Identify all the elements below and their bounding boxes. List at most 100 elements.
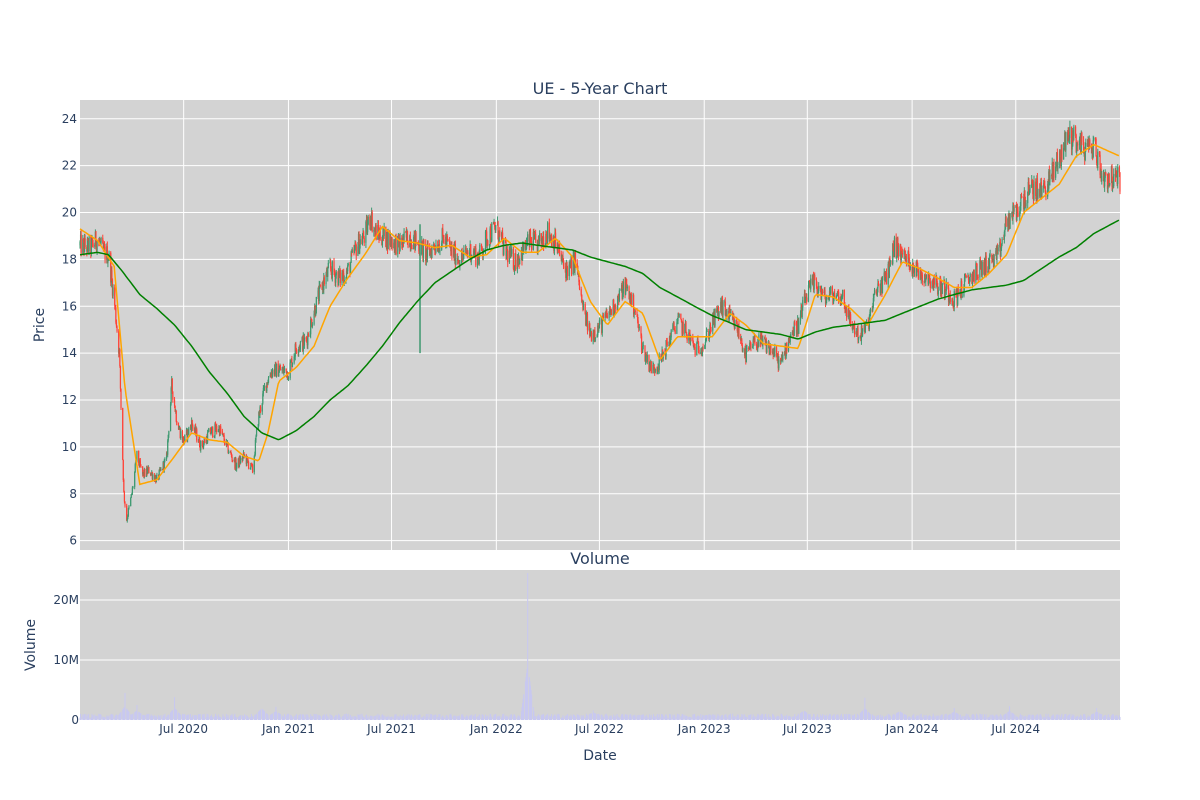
volume-bar: [757, 714, 759, 720]
candlestick-body: [925, 274, 927, 279]
volume-bar: [166, 716, 168, 720]
volume-bar: [126, 709, 128, 720]
candlestick-body: [167, 434, 169, 441]
volume-bar: [269, 715, 271, 720]
candlestick-body: [749, 342, 751, 350]
candlestick-body: [236, 465, 238, 470]
candlestick-body: [835, 296, 837, 299]
candlestick-body: [449, 240, 451, 245]
volume-bar: [756, 716, 758, 720]
candlestick-body: [630, 294, 632, 305]
volume-bar: [478, 716, 480, 720]
candlestick-body: [636, 314, 639, 321]
volume-bar: [475, 717, 477, 720]
volume-bar: [624, 715, 626, 720]
volume-bar: [556, 714, 558, 720]
volume-bar: [391, 716, 393, 720]
volume-bar: [435, 714, 437, 720]
candlestick-body: [892, 243, 894, 251]
volume-bar: [977, 715, 979, 720]
volume-bar: [418, 714, 420, 720]
volume-bar: [250, 713, 252, 720]
candlestick-body: [1040, 182, 1043, 195]
candlestick-body: [1035, 181, 1037, 196]
candlestick-body: [758, 334, 760, 347]
volume-bar: [1096, 708, 1098, 720]
volume-bar: [909, 717, 911, 720]
volume-bar: [606, 716, 608, 720]
volume-bar: [885, 715, 887, 720]
candlestick-body: [191, 420, 193, 426]
candlestick-body: [365, 221, 367, 243]
candlestick-body: [341, 272, 343, 283]
candlestick-body: [126, 505, 128, 521]
candlestick-body: [79, 241, 81, 246]
volume-bar: [199, 714, 201, 720]
volume-bar: [112, 714, 114, 720]
volume-bar: [889, 715, 891, 720]
candlestick-body: [1080, 132, 1082, 155]
volume-bar: [299, 714, 301, 720]
volume-bar: [553, 715, 555, 720]
volume-bar: [409, 716, 411, 720]
volume-bar: [1085, 717, 1087, 720]
volume-bar: [386, 717, 388, 720]
candlestick-body: [570, 258, 573, 275]
volume-bar: [453, 717, 455, 720]
volume-bar: [346, 716, 348, 720]
volume-bar: [777, 716, 779, 720]
volume-bar: [790, 716, 792, 720]
candlestick-body: [411, 248, 413, 250]
volume-bar: [896, 713, 898, 720]
candlestick-body: [1043, 183, 1045, 185]
candlestick-body: [102, 237, 104, 244]
volume-bar: [379, 717, 381, 720]
candlestick-body: [381, 239, 384, 245]
volume-bar: [1011, 712, 1013, 720]
candlestick-body: [633, 295, 635, 315]
volume-bar: [554, 714, 556, 720]
candlestick-body: [271, 369, 274, 377]
volume-bar: [856, 713, 858, 720]
volume-bar: [469, 715, 471, 720]
volume-bar: [805, 712, 807, 720]
candlestick-body: [426, 244, 429, 258]
volume-bar: [605, 713, 607, 720]
volume-bar: [833, 713, 835, 720]
volume-bar: [701, 717, 703, 720]
candlestick-body: [208, 428, 210, 432]
volume-bar: [347, 716, 349, 720]
volume-bar: [426, 716, 428, 720]
candlestick-body: [952, 303, 954, 307]
volume-bar: [916, 715, 918, 720]
volume-bar: [748, 714, 750, 720]
volume-bar: [613, 714, 615, 720]
volume-bar: [401, 715, 403, 720]
candlestick-body: [421, 241, 423, 243]
volume-bar: [781, 714, 783, 720]
candlestick-body: [547, 222, 549, 242]
candlestick-body: [850, 314, 852, 325]
candlestick-body: [433, 243, 435, 249]
candlestick-body: [825, 300, 827, 304]
volume-bar: [594, 713, 596, 720]
volume-bar: [574, 716, 576, 720]
candlestick-body: [122, 407, 124, 460]
candlestick-body: [578, 271, 580, 282]
volume-bar: [92, 715, 94, 720]
volume-bar: [805, 711, 807, 720]
volume-bar: [911, 716, 913, 720]
volume-bar: [680, 716, 682, 720]
volume-bar: [900, 712, 902, 720]
volume-bar: [394, 714, 396, 720]
volume-bar: [730, 717, 732, 720]
volume-bar: [677, 714, 679, 720]
volume-bar: [266, 714, 268, 720]
volume-bar: [547, 713, 549, 720]
volume-bar: [668, 713, 670, 720]
volume-bar: [119, 713, 121, 720]
volume-bar: [277, 712, 279, 720]
candlestick-body: [266, 382, 268, 392]
volume-bar: [513, 714, 515, 720]
volume-bar: [674, 717, 676, 720]
